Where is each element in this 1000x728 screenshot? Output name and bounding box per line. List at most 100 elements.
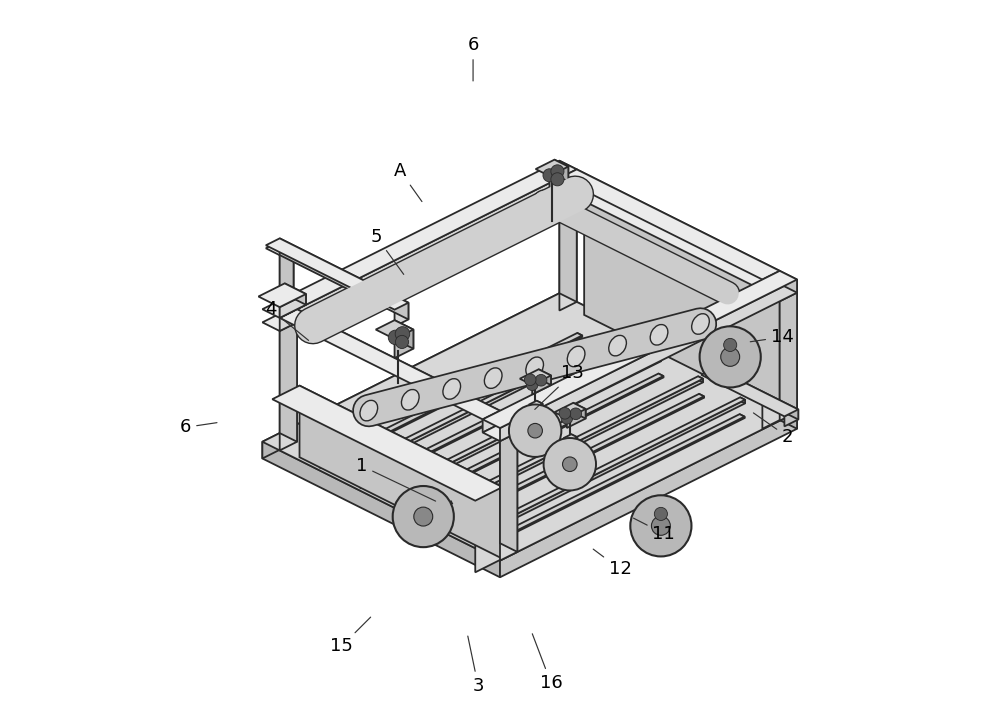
Polygon shape [740, 397, 745, 403]
Polygon shape [520, 369, 551, 385]
Polygon shape [658, 373, 663, 377]
Circle shape [393, 486, 454, 547]
Polygon shape [567, 409, 586, 428]
Polygon shape [482, 416, 745, 549]
Text: 6: 6 [467, 36, 479, 81]
Ellipse shape [484, 368, 502, 389]
Polygon shape [436, 376, 703, 510]
Polygon shape [698, 376, 703, 382]
Polygon shape [280, 309, 500, 419]
Polygon shape [300, 386, 502, 558]
Polygon shape [730, 344, 739, 355]
Circle shape [654, 507, 667, 521]
Text: 3: 3 [468, 636, 484, 695]
Polygon shape [559, 170, 780, 280]
Polygon shape [762, 271, 780, 293]
Circle shape [724, 339, 737, 352]
Text: 16: 16 [532, 634, 562, 692]
Polygon shape [559, 161, 577, 183]
Circle shape [570, 408, 582, 419]
Circle shape [559, 408, 571, 419]
Circle shape [651, 516, 670, 535]
Polygon shape [425, 507, 444, 517]
Polygon shape [262, 314, 297, 331]
Polygon shape [266, 242, 294, 256]
Polygon shape [762, 284, 797, 301]
Polygon shape [532, 376, 551, 395]
Polygon shape [740, 414, 745, 418]
Polygon shape [262, 293, 797, 561]
Polygon shape [262, 442, 500, 577]
Text: 6: 6 [180, 419, 217, 436]
Polygon shape [483, 424, 517, 441]
Circle shape [721, 347, 740, 366]
Text: A: A [394, 162, 422, 202]
Circle shape [528, 424, 542, 438]
Polygon shape [699, 394, 704, 397]
Circle shape [543, 169, 556, 182]
Polygon shape [435, 513, 444, 524]
Polygon shape [500, 424, 517, 552]
Text: 5: 5 [370, 228, 404, 274]
Polygon shape [500, 280, 797, 441]
Polygon shape [401, 376, 663, 509]
Polygon shape [351, 334, 619, 468]
Polygon shape [399, 357, 661, 492]
Polygon shape [376, 320, 413, 339]
Polygon shape [500, 412, 797, 577]
Polygon shape [395, 303, 408, 326]
Polygon shape [356, 336, 619, 472]
Polygon shape [780, 293, 797, 421]
Polygon shape [483, 271, 797, 428]
Polygon shape [266, 238, 408, 309]
Polygon shape [577, 170, 780, 284]
Polygon shape [554, 403, 586, 419]
Circle shape [524, 374, 536, 386]
Polygon shape [315, 333, 582, 467]
Polygon shape [614, 334, 619, 340]
Polygon shape [297, 309, 500, 424]
Polygon shape [762, 278, 787, 429]
Polygon shape [475, 487, 502, 572]
Polygon shape [280, 314, 297, 442]
Polygon shape [780, 271, 797, 293]
Ellipse shape [443, 379, 461, 399]
Polygon shape [715, 368, 798, 419]
Circle shape [509, 405, 561, 457]
Polygon shape [577, 333, 582, 337]
Polygon shape [280, 323, 297, 451]
Ellipse shape [567, 347, 585, 367]
Ellipse shape [609, 336, 626, 356]
Circle shape [551, 173, 564, 186]
Text: 13: 13 [535, 365, 584, 409]
Text: 12: 12 [593, 549, 632, 578]
Polygon shape [550, 167, 568, 191]
Polygon shape [500, 432, 517, 561]
Text: 14: 14 [750, 328, 794, 346]
Circle shape [551, 165, 564, 178]
Polygon shape [559, 293, 797, 429]
Polygon shape [652, 508, 670, 517]
Circle shape [388, 330, 403, 344]
Polygon shape [529, 400, 543, 408]
Polygon shape [559, 174, 577, 302]
Polygon shape [542, 174, 577, 191]
Polygon shape [701, 368, 798, 416]
Polygon shape [730, 339, 739, 351]
Polygon shape [563, 434, 577, 441]
Polygon shape [483, 400, 745, 534]
Polygon shape [559, 176, 787, 290]
Polygon shape [437, 394, 704, 528]
Polygon shape [258, 283, 306, 307]
Polygon shape [656, 355, 661, 361]
Text: 2: 2 [753, 413, 793, 446]
Polygon shape [280, 294, 306, 318]
Polygon shape [280, 170, 577, 331]
Ellipse shape [692, 314, 709, 334]
Polygon shape [569, 438, 577, 448]
Text: 1: 1 [356, 457, 436, 501]
Polygon shape [554, 159, 568, 181]
Polygon shape [395, 330, 413, 358]
Polygon shape [360, 356, 623, 488]
Polygon shape [262, 161, 577, 318]
